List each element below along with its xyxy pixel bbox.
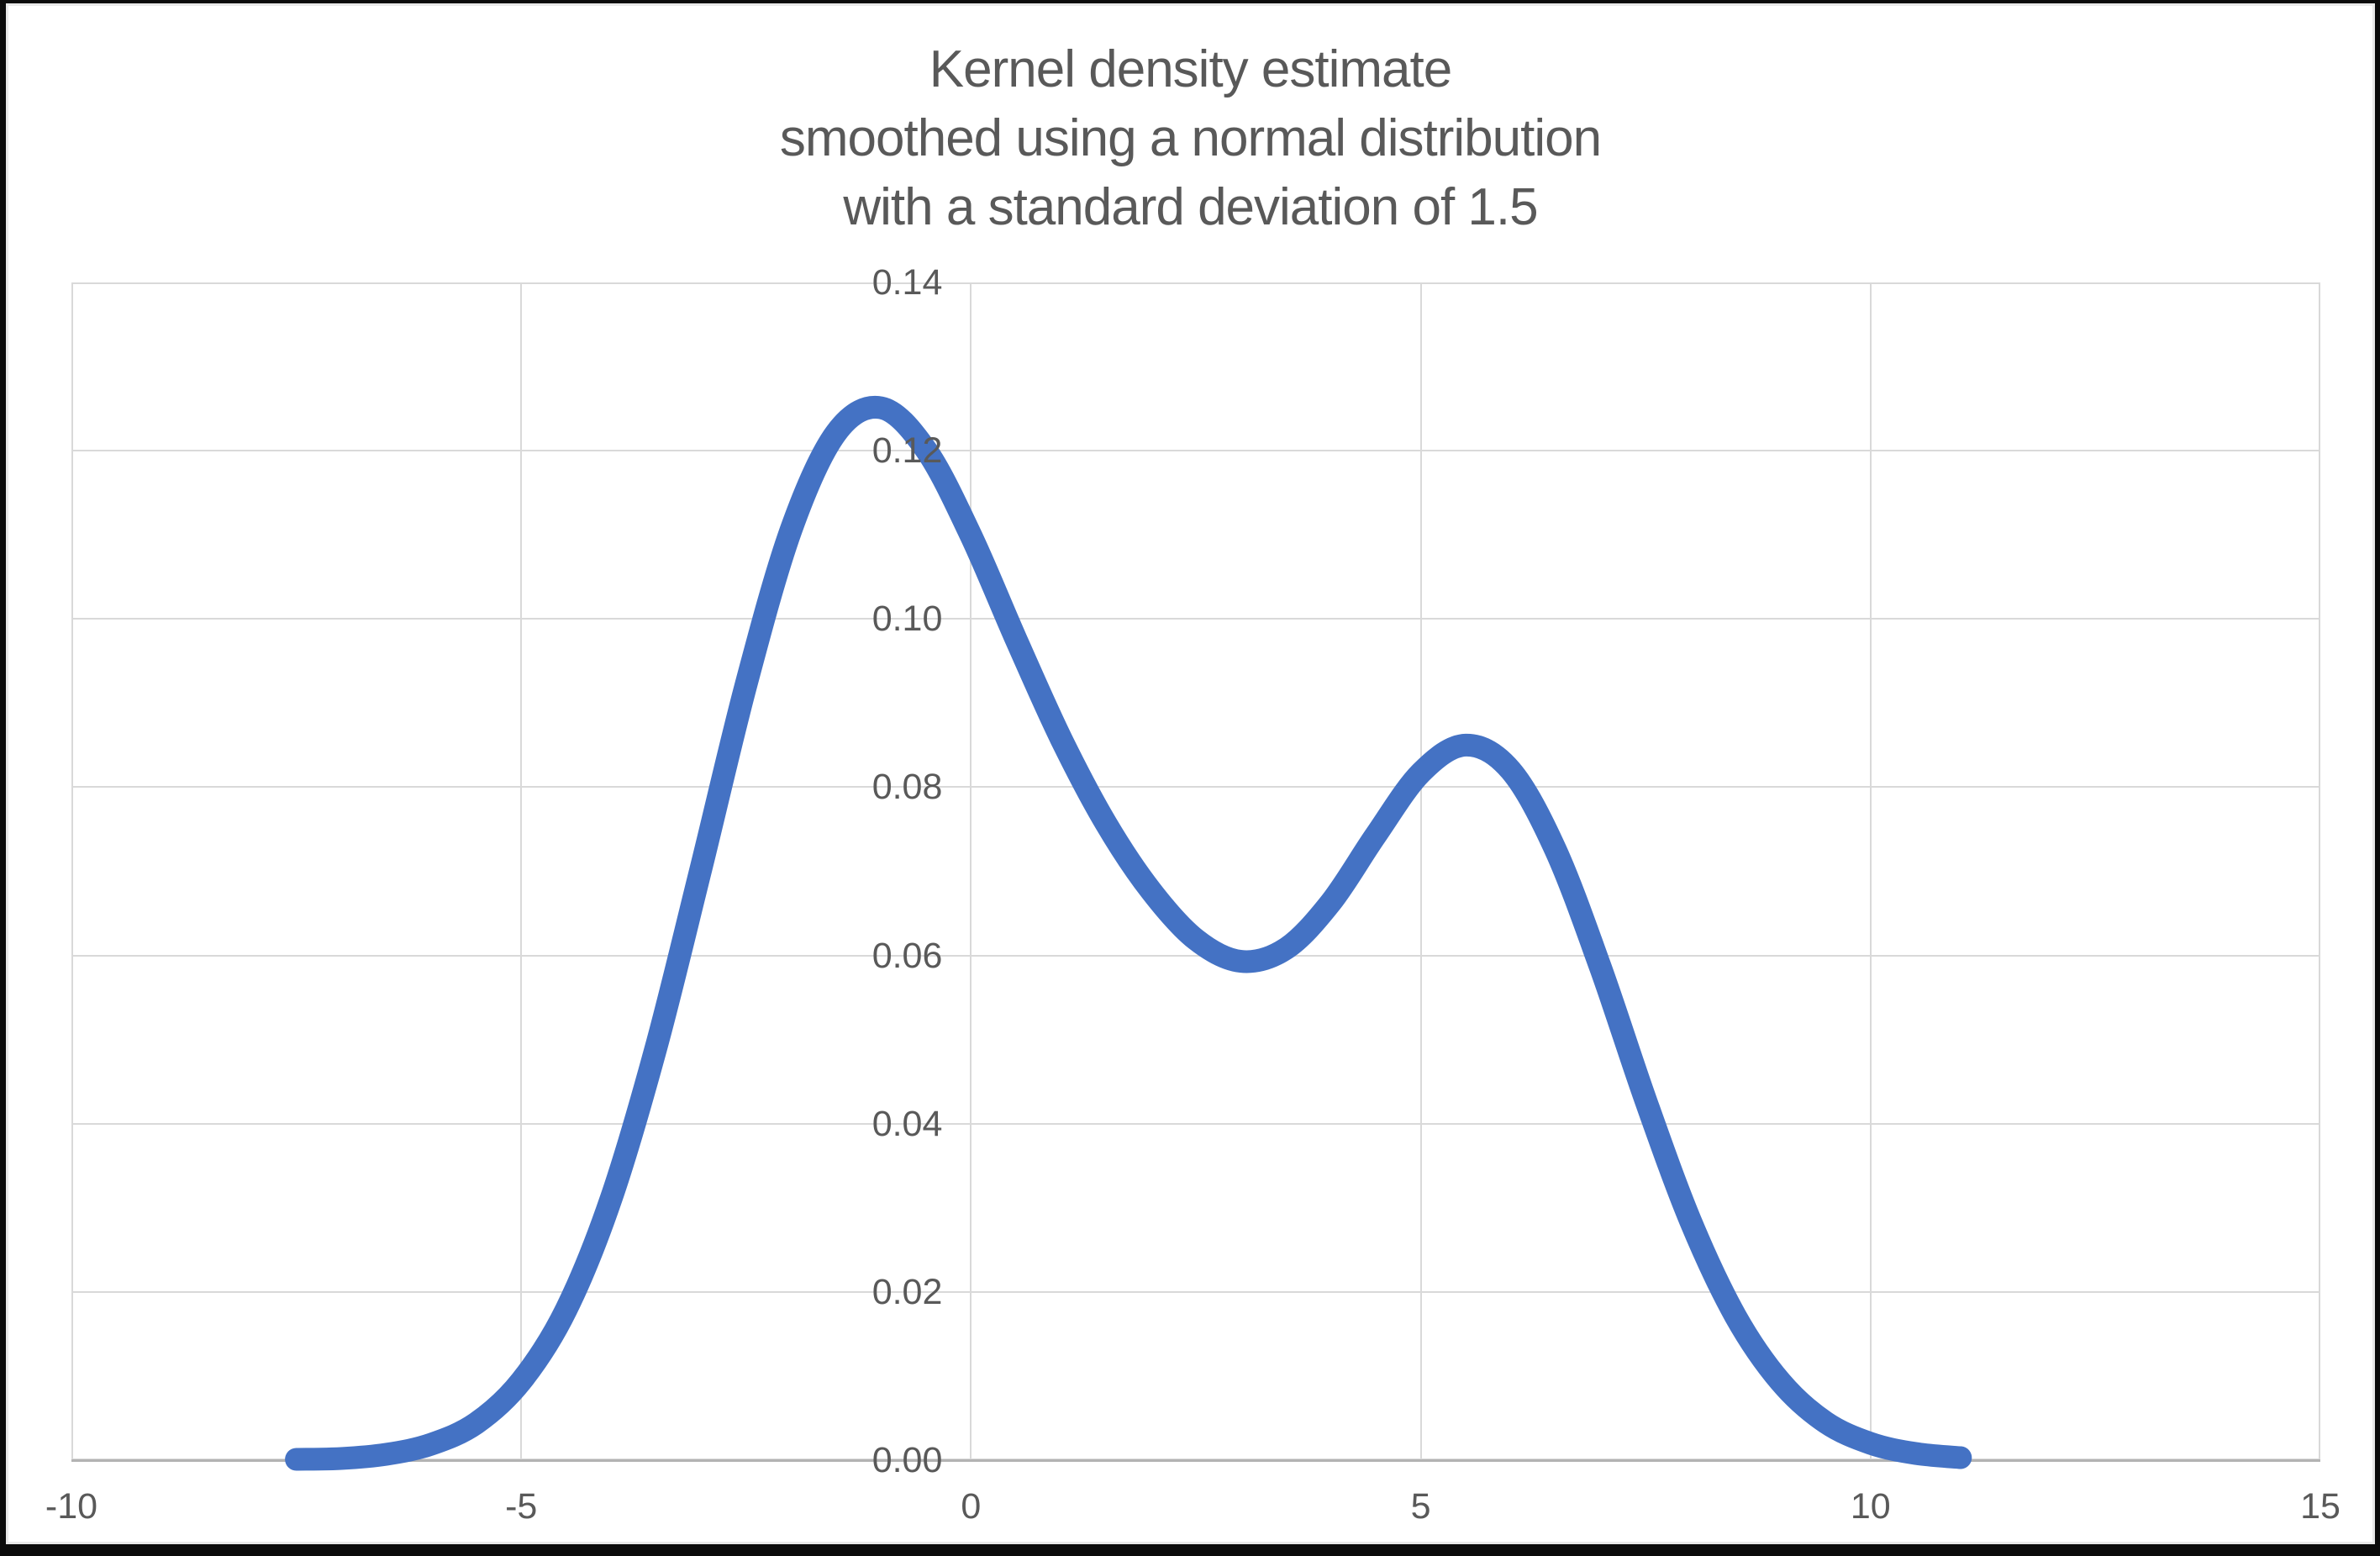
y-tick-label: 0.00 bbox=[871, 1440, 943, 1480]
x-tick-label: 0 bbox=[961, 1486, 982, 1527]
chart-title-line-1: Kernel density estimate bbox=[929, 40, 1452, 98]
v-gridline bbox=[1419, 282, 1422, 1460]
x-axis-line bbox=[71, 1459, 2320, 1462]
y-tick-label: 0.14 bbox=[871, 262, 943, 303]
h-gridline bbox=[71, 450, 2320, 452]
h-gridline bbox=[71, 1122, 2320, 1125]
y-tick-label: 0.12 bbox=[871, 430, 943, 472]
y-tick-label: 0.06 bbox=[871, 935, 943, 976]
v-gridline bbox=[1869, 282, 1872, 1460]
v-gridline bbox=[520, 282, 523, 1460]
chart-title: Kernel density estimate smoothed using a… bbox=[6, 35, 2375, 242]
h-gridline bbox=[71, 618, 2320, 620]
h-gridline bbox=[71, 786, 2320, 789]
chart-title-line-3: with a standard deviation of 1.5 bbox=[843, 178, 1538, 236]
y-tick-label: 0.08 bbox=[871, 767, 943, 808]
kde-curve-svg bbox=[285, 395, 1972, 1471]
y-tick-label: 0.04 bbox=[871, 1103, 943, 1144]
v-gridline bbox=[970, 282, 972, 1460]
y-tick-label: 0.02 bbox=[871, 1271, 943, 1312]
y-tick-label: 0.10 bbox=[871, 599, 943, 640]
x-tick-label: -5 bbox=[505, 1486, 538, 1527]
grid-layer bbox=[6, 3, 2375, 1544]
h-gridline bbox=[71, 1290, 2320, 1293]
x-tick-label: 10 bbox=[1850, 1486, 1891, 1527]
x-tick-label: 5 bbox=[1410, 1486, 1431, 1527]
x-tick-label: 15 bbox=[2300, 1486, 2341, 1527]
x-tick-label: -10 bbox=[45, 1486, 98, 1527]
axis-label-layer: 0.14 0.12 0.10 0.08 0.06 0.04 0.02 0.00 -10 -5 0 5 1… bbox=[6, 3, 2375, 1544]
chart-title-line-2: smoothed using a normal distribution bbox=[779, 109, 1602, 167]
kde-series-line bbox=[285, 395, 1972, 1471]
h-gridline bbox=[71, 954, 2320, 957]
